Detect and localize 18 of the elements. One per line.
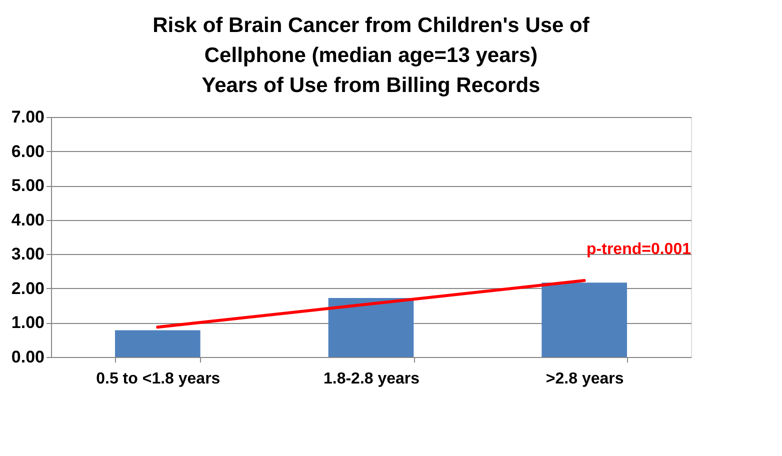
x-tick-label: 0.5 to <1.8 years (96, 370, 220, 388)
text: Cellphone (median age=13 years) (204, 44, 538, 67)
text: Risk of Brain Cancer from Children's Use of (152, 14, 590, 37)
y-tick-label: 5.00 (11, 176, 44, 196)
bar (115, 330, 200, 357)
y-tick-label: 7.00 (11, 108, 44, 126)
y-tick-label: 3.00 (11, 244, 44, 264)
text: Years of Use from Billing Records (202, 74, 540, 97)
bar (328, 298, 414, 357)
x-tick-label: 1.8-2.8 years (323, 370, 420, 388)
y-tick-label: 2.00 (11, 278, 44, 298)
x-tick-label: >2.8 years (546, 370, 624, 388)
y-tick-label: 1.00 (11, 313, 44, 332)
annotation: p-trend=0.001 (586, 241, 692, 258)
y-tick-label: 6.00 (11, 142, 44, 161)
y-tick-label: 4.00 (11, 210, 44, 230)
y-tick-label: 0.00 (11, 348, 44, 366)
bar (542, 282, 627, 357)
